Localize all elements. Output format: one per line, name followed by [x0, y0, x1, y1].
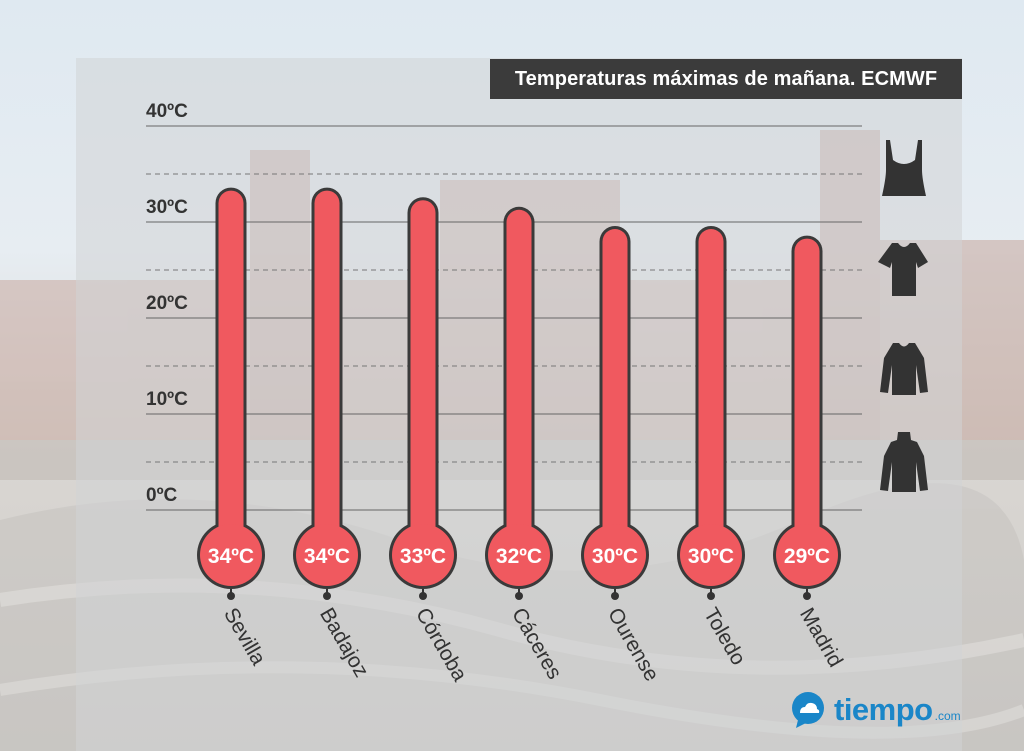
long-sleeve-icon	[880, 343, 928, 395]
y-tick-label: 40ºC	[146, 101, 188, 122]
thermometer-bar	[794, 238, 820, 555]
thermometer-bar	[602, 229, 628, 555]
brand-domain: .com	[934, 709, 961, 723]
label-pointer-dot	[419, 592, 427, 600]
y-tick-label: 20ºC	[146, 293, 188, 314]
label-pointer-dot	[803, 592, 811, 600]
thermometer-bulb	[488, 524, 550, 586]
label-pointer-dot	[227, 592, 235, 600]
value-label: 29ºC	[784, 545, 830, 568]
thermometer-bulb	[584, 524, 646, 586]
thermometer-badajoz: 34ºC	[293, 187, 361, 600]
y-tick-label: 0ºC	[146, 485, 178, 506]
thermometer-bar	[410, 200, 436, 555]
thermometer-bar	[698, 229, 724, 555]
label-pointer-dot	[323, 592, 331, 600]
clothing-icons	[878, 140, 928, 492]
thermometer-bars: 34ºC 34ºC 33ºC 32ºC 30ºC 30ºC 29ºC	[197, 187, 841, 600]
value-label: 34ºC	[208, 545, 254, 568]
turtleneck-icon	[880, 432, 928, 492]
thermometer-bar	[314, 190, 340, 555]
thermometer-bulb	[776, 524, 838, 586]
tshirt-icon	[878, 243, 928, 296]
brand-name: tiempo	[834, 692, 933, 727]
thermometer-bar	[506, 209, 532, 556]
thermometer-madrid: 29ºC	[773, 235, 841, 600]
thermometer-bulb	[392, 524, 454, 586]
cloud-speech-icon	[792, 692, 824, 728]
value-label: 30ºC	[688, 545, 734, 568]
thermometer-sevilla: 34ºC	[197, 187, 265, 600]
value-label: 30ºC	[592, 545, 638, 568]
tiempo-logo[interactable]: tiempo .com	[788, 690, 961, 730]
thermometer-ourense: 30ºC	[581, 226, 649, 600]
label-pointer-dot	[611, 592, 619, 600]
tank-top-icon	[882, 140, 926, 196]
label-pointer-dot	[515, 592, 523, 600]
value-label: 33ºC	[400, 545, 446, 568]
thermometer-córdoba: 33ºC	[389, 197, 457, 600]
value-label: 34ºC	[304, 545, 350, 568]
label-pointer-dot	[707, 592, 715, 600]
value-label: 32ºC	[496, 545, 542, 568]
gridlines	[146, 125, 862, 511]
thermometer-bulb	[296, 524, 358, 586]
thermometer-bulb	[200, 524, 262, 586]
thermometer-toledo: 30ºC	[677, 226, 745, 600]
y-tick-label: 10ºC	[146, 389, 188, 410]
chart-title: Temperaturas máximas de mañana. ECMWF	[490, 59, 962, 99]
thermometer-cáceres: 32ºC	[485, 206, 553, 600]
thermometer-bar	[218, 190, 244, 555]
thermometer-bulb	[680, 524, 742, 586]
y-tick-label: 30ºC	[146, 197, 188, 218]
